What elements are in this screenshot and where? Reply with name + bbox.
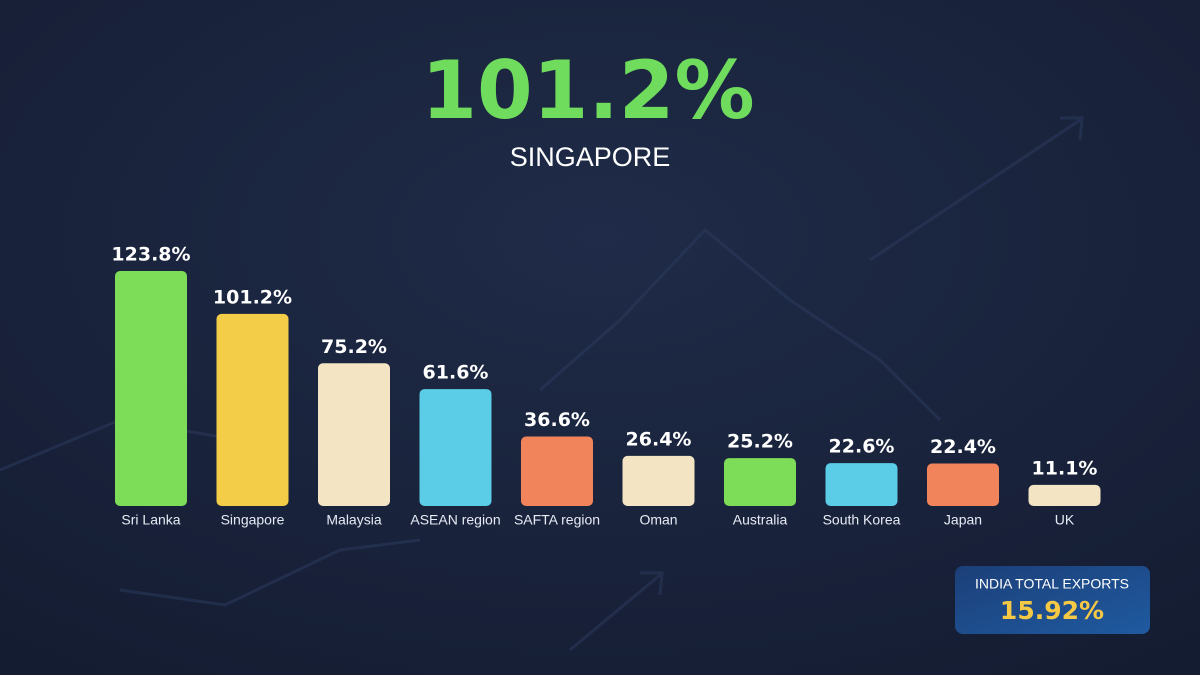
summary-value: 15.92% [1000,596,1104,625]
bar [521,436,593,506]
value-label: 75.2% [321,336,387,358]
category-label: ASEAN region [410,512,500,528]
bar [419,389,492,506]
value-label: 26.4% [626,428,692,450]
bar [927,463,999,506]
bar [622,455,695,506]
value-label: 61.6% [423,362,489,384]
bar [825,463,898,506]
headline-label: SINGAPORE [510,142,671,172]
category-label: Japan [944,512,982,528]
value-label: 36.6% [524,409,590,431]
value-label: 11.1% [1032,457,1098,479]
category-label: Singapore [221,512,285,528]
summary-box-bg [955,566,1150,634]
category-label: Sri Lanka [121,512,180,528]
value-label: 101.2% [213,286,292,308]
bar [115,271,187,506]
summary-title: INDIA TOTAL EXPORTS [975,576,1129,592]
category-label: Oman [639,512,677,528]
summary-box: INDIA TOTAL EXPORTS 15.92% [955,566,1150,634]
decoration [0,116,1084,652]
bar [318,363,390,506]
bar [216,313,289,506]
bar [1028,484,1101,506]
value-label: 22.4% [930,436,996,458]
category-label: South Korea [823,512,901,528]
category-label: SAFTA region [514,512,600,528]
category-label: UK [1055,512,1075,528]
category-label: Australia [733,512,788,528]
headline-value: 101.2% [421,44,754,137]
bar [724,458,796,506]
category-label: Malaysia [326,512,381,528]
value-label: 123.8% [111,244,190,266]
value-label: 25.2% [727,431,793,453]
value-label: 22.6% [829,436,895,458]
